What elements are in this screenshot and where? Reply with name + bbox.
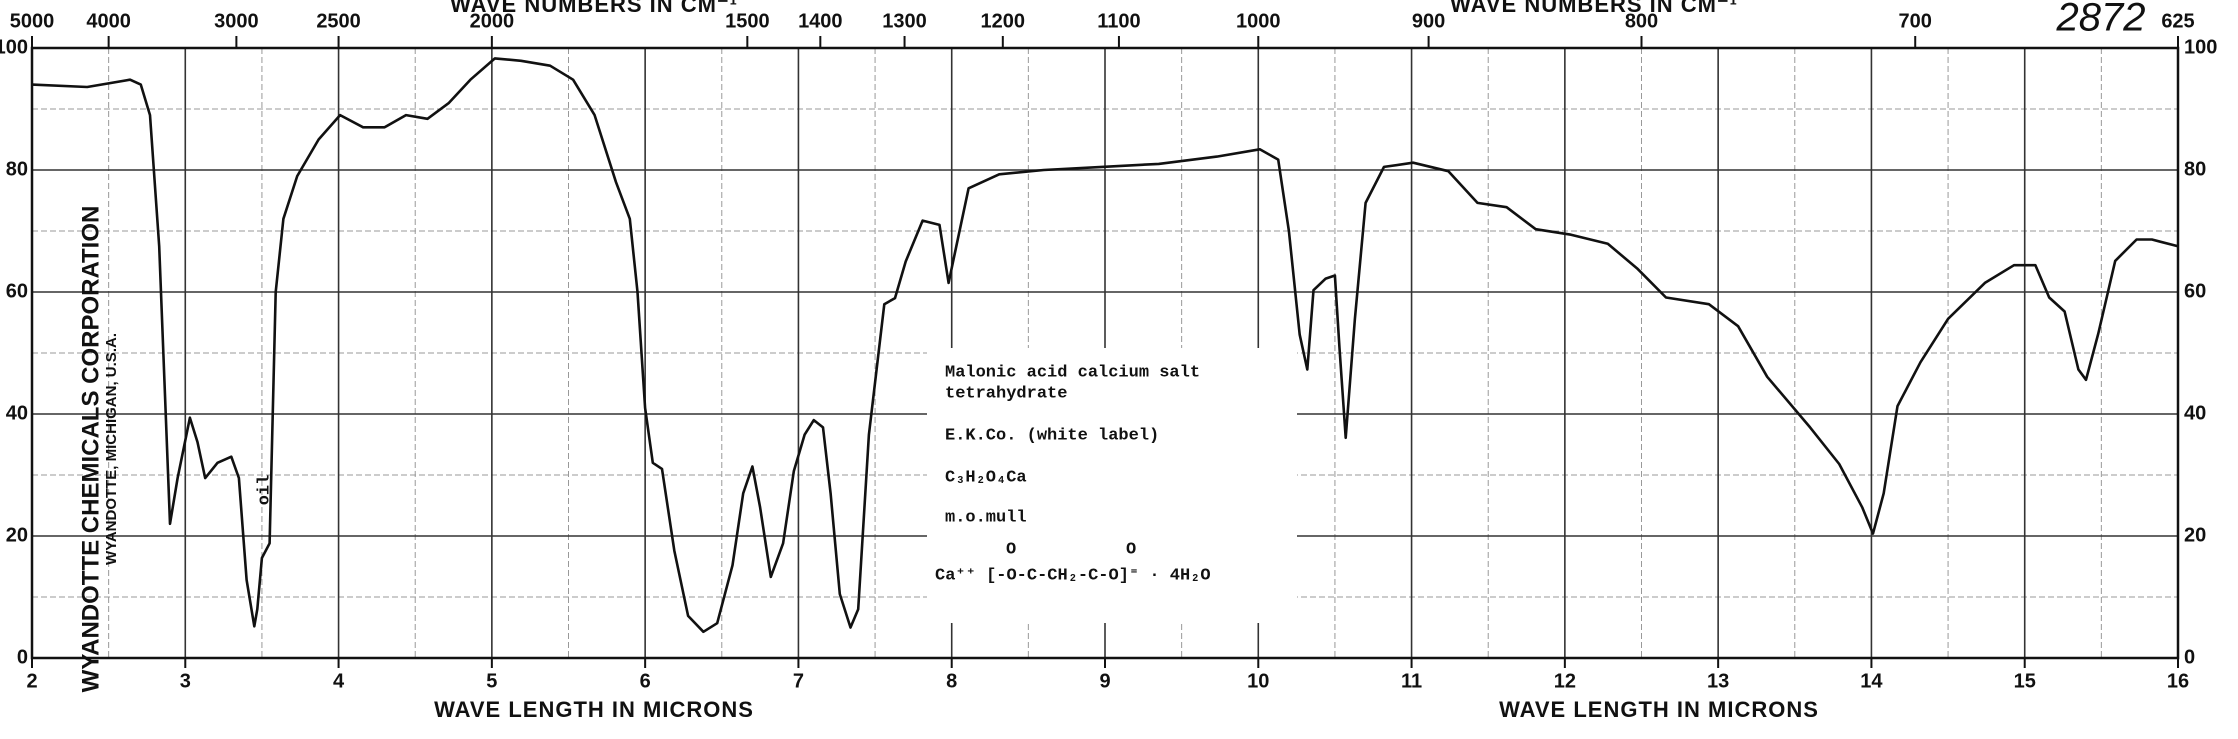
- y-tick-label: 40: [2184, 402, 2206, 424]
- x2-tick-label: 1100: [1097, 10, 1140, 32]
- sample-name: tetrahydrate: [945, 384, 1067, 403]
- x2-tick-label: 3000: [214, 10, 259, 32]
- x2-tick-label: 4000: [86, 10, 131, 32]
- x2-tick-label: 1200: [981, 10, 1026, 32]
- y-tick-label: 40: [6, 402, 28, 424]
- spectrum-line: [31, 57, 2179, 634]
- plot: [31, 57, 2179, 634]
- y-tick-label: 20: [6, 524, 28, 546]
- plot-frame: [30, 46, 2180, 660]
- x-tick-label: 9: [1099, 670, 1110, 692]
- spectrum-number: 2872: [2056, 0, 2146, 40]
- x2-tick-label: 5000: [10, 10, 55, 32]
- x2-tick-label: 800: [1625, 10, 1658, 32]
- y-tick-label: 60: [6, 280, 28, 302]
- x2-tick-label: 2500: [316, 10, 361, 32]
- top-axis-title: WAVE NUMBERS IN CM⁻¹: [450, 0, 738, 17]
- y-tick-label: 100: [0, 36, 28, 58]
- x-tick-label: 6: [640, 670, 651, 692]
- x-tick-label: 14: [1860, 670, 1883, 692]
- x2-tick-label: 1300: [882, 10, 927, 32]
- x-tick-label: 10: [1247, 670, 1269, 692]
- y-tick-label: 80: [6, 158, 28, 180]
- sample-formula: C₃H₂O₄Ca: [945, 468, 1027, 487]
- x-tick-label: 5: [486, 670, 497, 692]
- x-axis-title: WAVE LENGTH IN MICRONS: [434, 697, 754, 722]
- annotation: oil: [255, 475, 274, 506]
- x2-tick-label: 700: [1899, 10, 1932, 32]
- x-tick-label: 3: [180, 670, 191, 692]
- y-tick-label: 60: [2184, 280, 2206, 302]
- x-tick-label: 13: [1707, 670, 1729, 692]
- x-tick-label: 16: [2167, 670, 2189, 692]
- sample-source: E.K.Co. (white label): [945, 426, 1159, 445]
- sample-method: m.o.mull: [945, 508, 1027, 527]
- x-tick-label: 11: [1401, 670, 1422, 692]
- sample-box: [927, 348, 1297, 623]
- x-axis-title: WAVE LENGTH IN MICRONS: [1499, 697, 1819, 722]
- x-tick-label: 15: [2014, 670, 2036, 692]
- structure-oxygen: O: [1126, 540, 1136, 559]
- x-tick-label: 8: [946, 670, 957, 692]
- x-tick-label: 7: [793, 670, 804, 692]
- top-axis-title: WAVE NUMBERS IN CM⁻¹: [1450, 0, 1738, 17]
- y-tick-label: 100: [2184, 36, 2217, 58]
- y-tick-label: 0: [17, 646, 28, 668]
- y-tick-label: 0: [2184, 646, 2195, 668]
- x2-tick-label: 1500: [725, 10, 770, 32]
- x2-tick-label: 1000: [1236, 10, 1281, 32]
- sample-name: Malonic acid calcium salt: [945, 363, 1200, 382]
- sample-structure: Ca⁺⁺ [-O-C-CH₂-C-O]⁼ · 4H₂O: [935, 566, 1211, 585]
- x-tick-label: 12: [1554, 670, 1576, 692]
- x2-tick-label: 900: [1412, 10, 1445, 32]
- x2-tick-label: 1400: [798, 10, 843, 32]
- x2-tick-label: 625: [2161, 10, 2194, 32]
- company: WYANDOTTE CHEMICALS CORPORATION: [77, 206, 104, 693]
- x2-tick-label: 2000: [470, 10, 515, 32]
- structure-oxygen: O: [1006, 540, 1016, 559]
- y-tick-label: 20: [2184, 524, 2206, 546]
- company-location: WYANDOTTE, MICHIGAN, U.S.A.: [103, 333, 120, 565]
- x-tick-label: 4: [333, 670, 345, 692]
- y-tick-label: 80: [2184, 158, 2206, 180]
- x-tick-label: 2: [26, 670, 37, 692]
